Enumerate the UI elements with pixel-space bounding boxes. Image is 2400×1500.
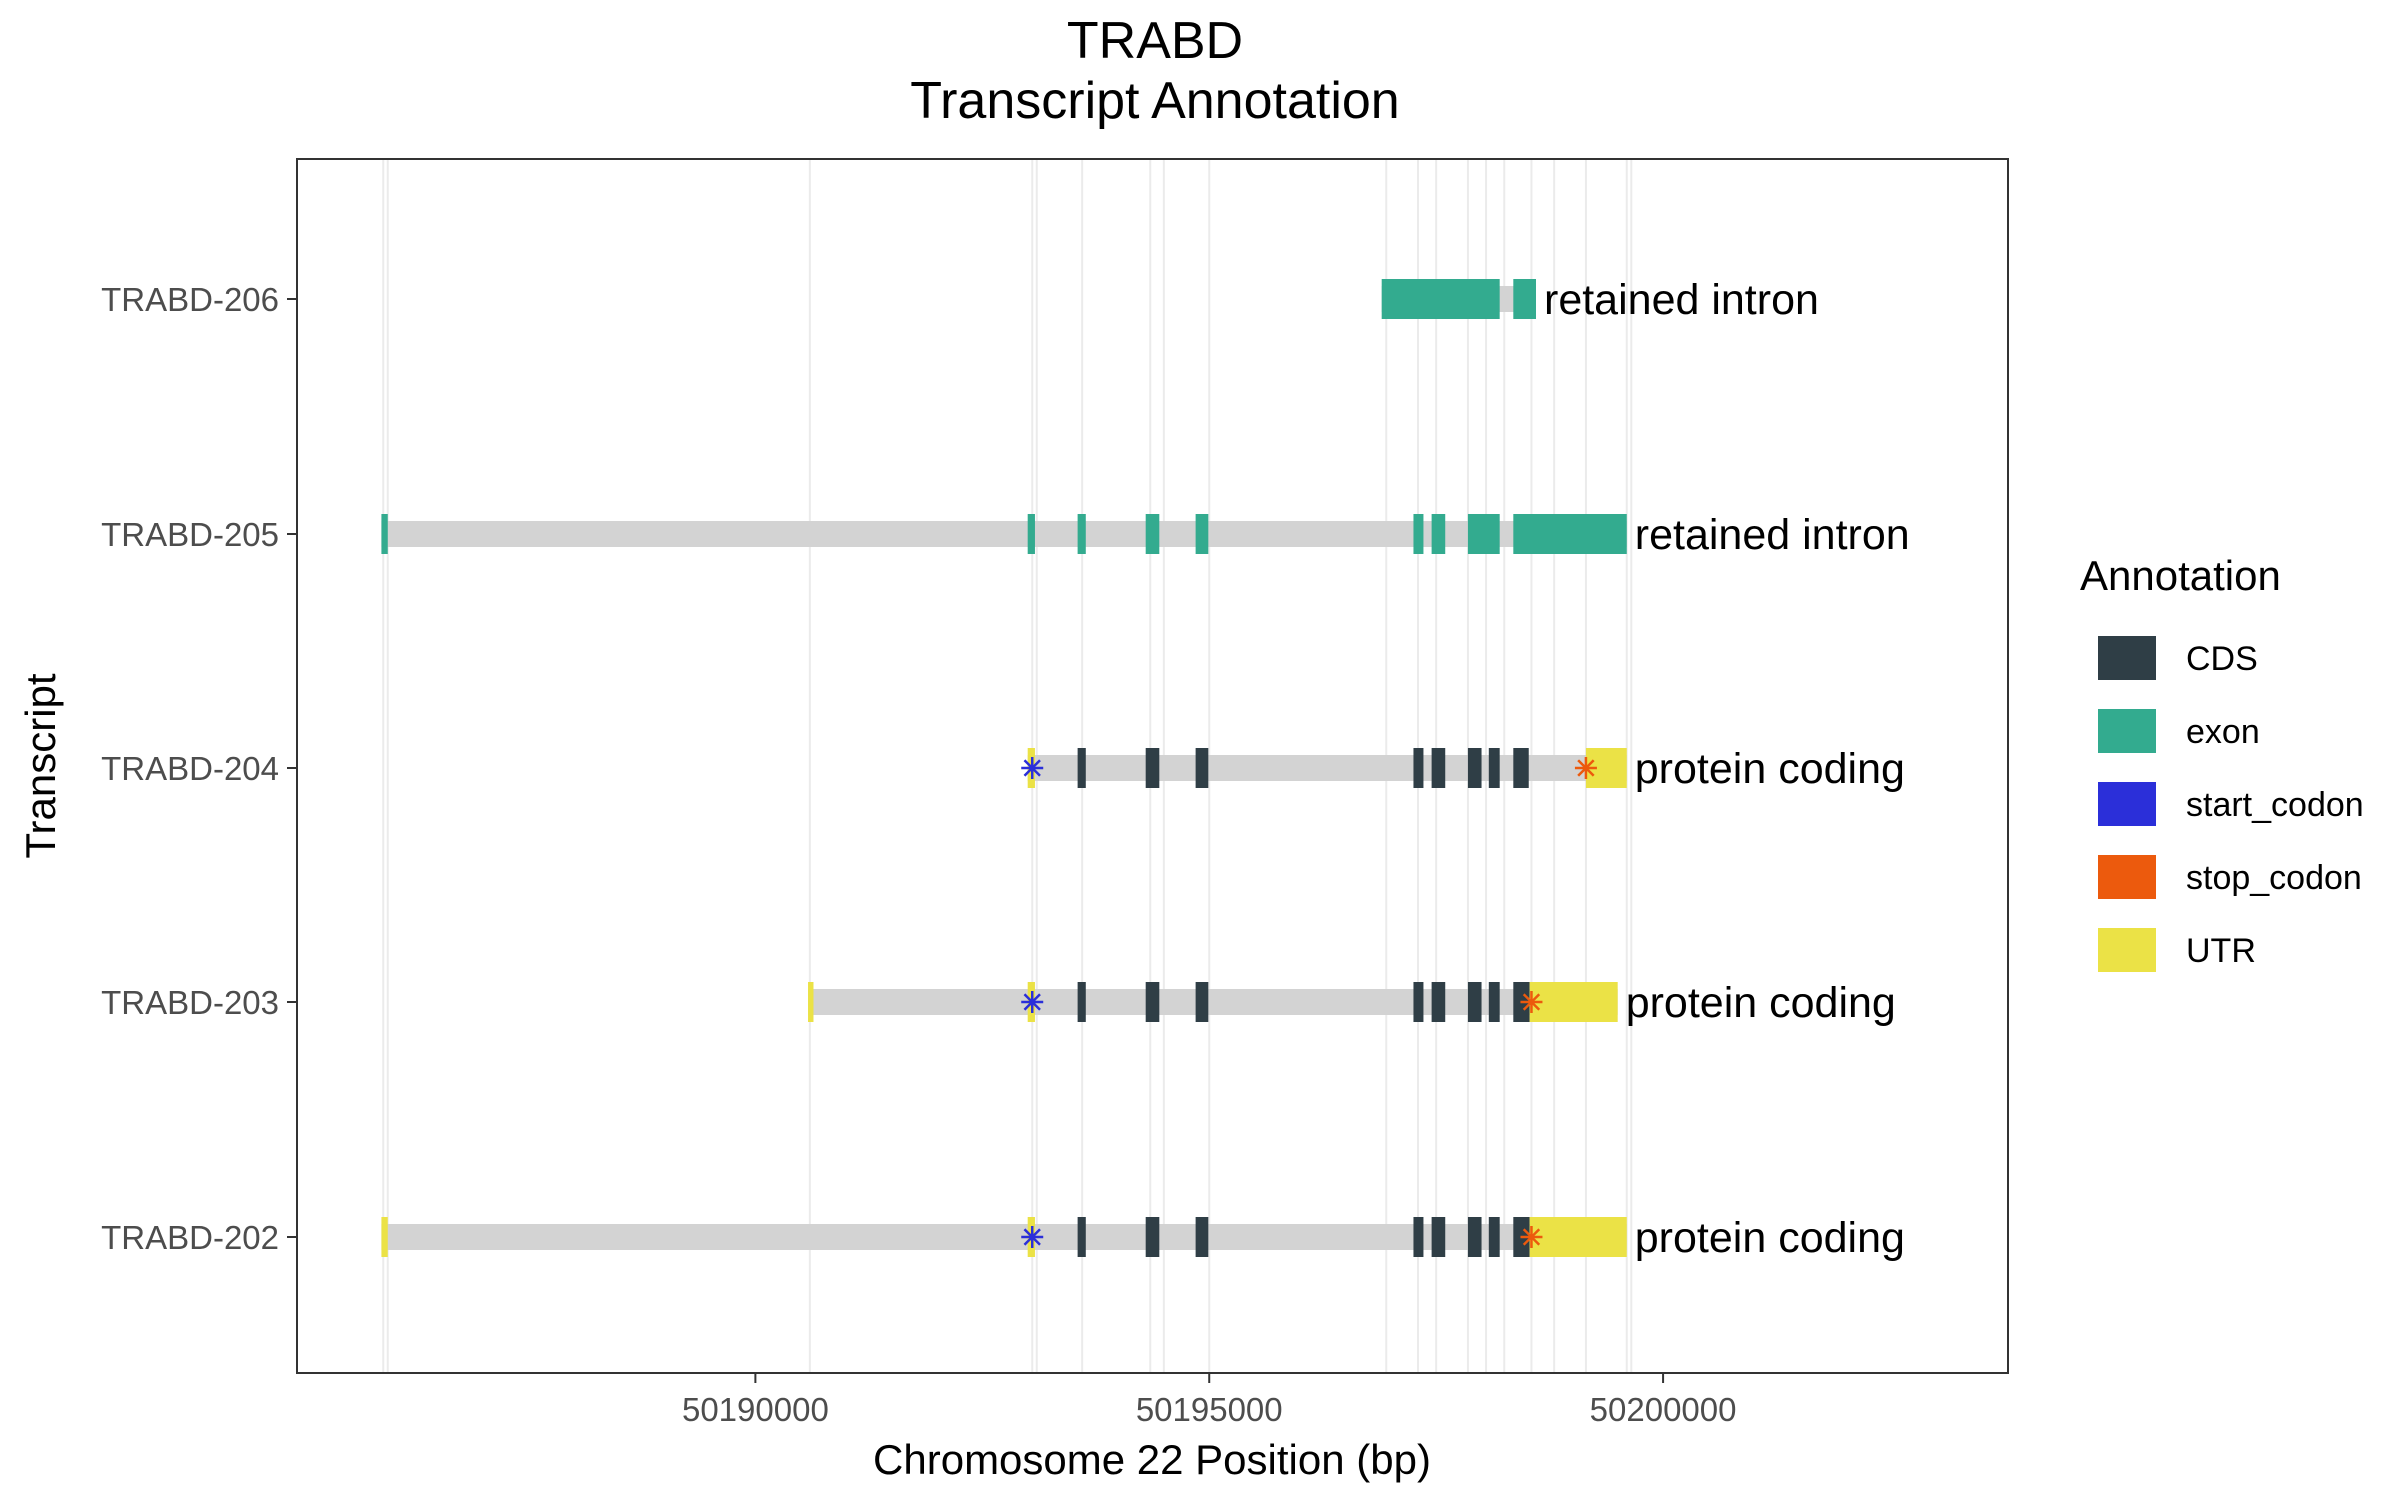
stop-codon-marker — [1520, 1226, 1543, 1248]
start-codon-marker — [1021, 991, 1044, 1013]
biotype-label: protein coding — [1635, 745, 1905, 793]
exon-block — [1513, 279, 1536, 319]
exon-block — [1027, 514, 1035, 554]
chart-title: TRABD — [1067, 12, 1243, 70]
transcript-tracks: retained intron retained intron protein co… — [381, 276, 1910, 1262]
chart-subtitle: Transcript Annotation — [910, 72, 1399, 130]
start-codon-marker — [1021, 1226, 1044, 1248]
cds-block — [1077, 1217, 1086, 1257]
x-axis: 50190000 50195000 50200000 — [682, 1373, 1737, 1428]
exon-block — [1413, 514, 1424, 554]
cds-block — [1145, 748, 1160, 788]
x-tick-label: 50195000 — [1136, 1391, 1283, 1428]
transcript-row: protein coding — [381, 1214, 1905, 1262]
transcript-row: protein coding — [1021, 745, 1905, 793]
utr-block — [808, 982, 814, 1022]
cds-block — [1077, 748, 1086, 788]
biotype-label: protein coding — [1635, 1214, 1905, 1262]
legend-label: start_codon — [2186, 786, 2364, 824]
transcript-row: protein coding — [808, 979, 1896, 1027]
cds-block — [1431, 982, 1446, 1022]
stop-codon-marker — [1520, 991, 1543, 1013]
y-tick-label: TRABD-203 — [101, 984, 279, 1021]
cds-block — [1431, 748, 1446, 788]
y-axis-title: Transcript — [17, 673, 64, 858]
plot-panel-border — [296, 158, 2009, 1374]
legend-swatch — [2098, 782, 2156, 826]
exon-block — [1145, 514, 1160, 554]
legend-title: Annotation — [2080, 552, 2281, 599]
transcript-row: retained intron — [1381, 276, 1819, 324]
legend-label: CDS — [2186, 640, 2258, 678]
cds-block — [1431, 1217, 1446, 1257]
exon-block — [1077, 514, 1086, 554]
biotype-label: protein coding — [1626, 979, 1896, 1027]
biotype-label: retained intron — [1544, 276, 1819, 324]
cds-block — [1413, 982, 1424, 1022]
exon-block — [1195, 514, 1209, 554]
biotype-label: retained intron — [1635, 511, 1910, 559]
y-tick-label: TRABD-206 — [101, 281, 279, 318]
cds-block — [1467, 748, 1482, 788]
cds-block — [1467, 1217, 1482, 1257]
y-tick-label: TRABD-205 — [101, 516, 279, 553]
x-tick-label: 50190000 — [682, 1391, 829, 1428]
legend-label: UTR — [2186, 932, 2256, 970]
cds-block — [1467, 982, 1482, 1022]
legend-label: stop_codon — [2186, 859, 2362, 897]
stop-codon-marker — [1574, 757, 1597, 779]
utr-block — [1529, 1217, 1627, 1257]
utr-block — [1529, 982, 1618, 1022]
cds-block — [1488, 1217, 1500, 1257]
exon-block — [1431, 514, 1446, 554]
exon-block — [1467, 514, 1500, 554]
exon-block — [381, 514, 388, 554]
cds-block — [1413, 1217, 1424, 1257]
cds-block — [1513, 748, 1529, 788]
transcript-row: retained intron — [381, 511, 1910, 559]
legend-label: exon — [2186, 713, 2260, 751]
start-codon-marker — [1021, 757, 1044, 779]
cds-block — [1195, 1217, 1209, 1257]
legend: Annotation CDS exon start_codon stop_codon U… — [2080, 552, 2364, 972]
cds-block — [1195, 982, 1209, 1022]
cds-block — [1077, 982, 1086, 1022]
cds-block — [1488, 982, 1500, 1022]
y-tick-label: TRABD-204 — [101, 750, 279, 787]
x-tick-label: 50200000 — [1590, 1391, 1737, 1428]
legend-swatch — [2098, 709, 2156, 753]
y-axis: TRABD-206 TRABD-205 TRABD-204 TRABD-203 TRAB… — [101, 281, 297, 1256]
cds-block — [1195, 748, 1209, 788]
y-tick-label: TRABD-202 — [101, 1219, 279, 1256]
x-axis-title: Chromosome 22 Position (bp) — [873, 1436, 1431, 1483]
exon-block — [1513, 514, 1627, 554]
legend-swatch — [2098, 928, 2156, 972]
legend-swatch — [2098, 636, 2156, 680]
exon-block — [1381, 279, 1500, 319]
cds-block — [1145, 982, 1160, 1022]
intron-line — [1027, 755, 1627, 781]
intron-line — [808, 989, 1618, 1015]
cds-block — [1413, 748, 1424, 788]
cds-block — [1488, 748, 1500, 788]
cds-block — [1145, 1217, 1160, 1257]
utr-block — [381, 1217, 388, 1257]
legend-swatch — [2098, 855, 2156, 899]
